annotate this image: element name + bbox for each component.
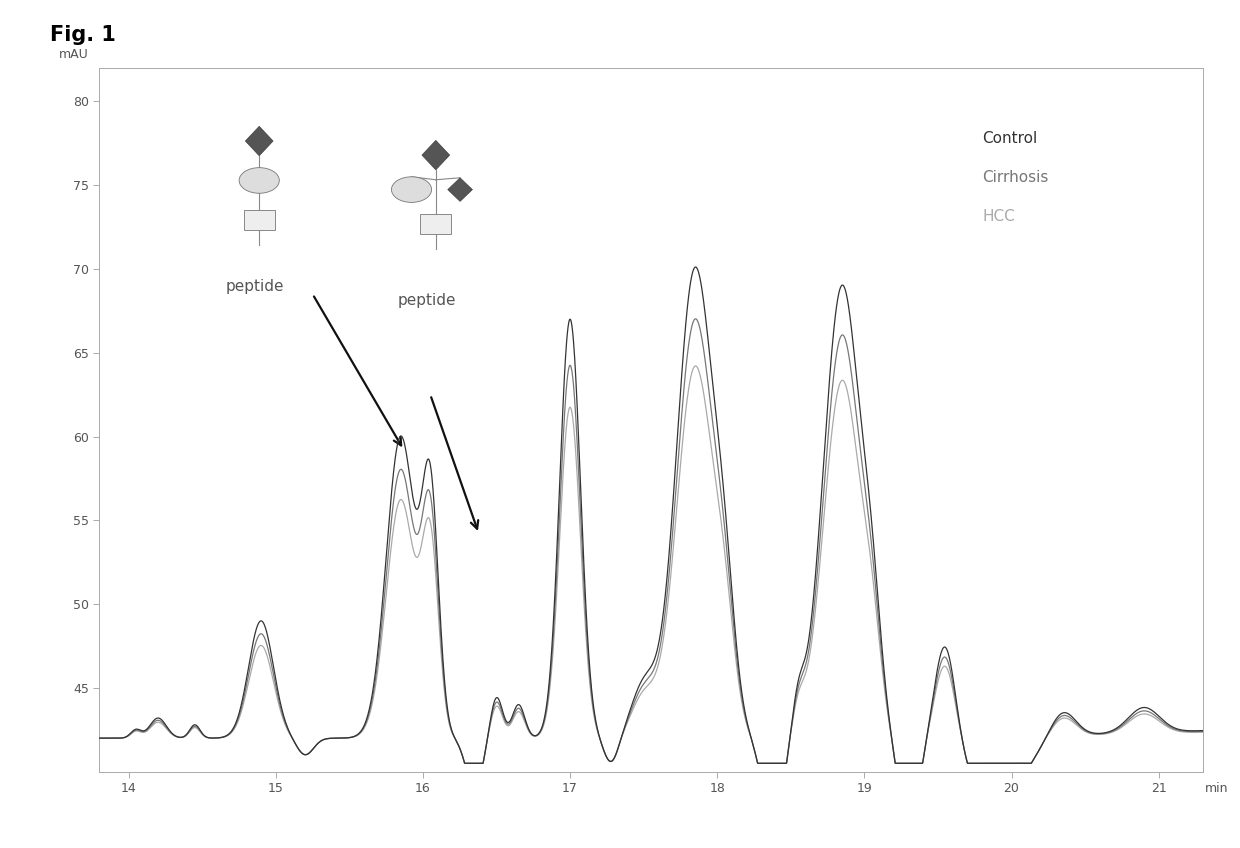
Text: peptide: peptide	[397, 293, 455, 308]
Text: Cirrhosis: Cirrhosis	[982, 170, 1049, 185]
Text: Fig. 1: Fig. 1	[50, 25, 115, 46]
Polygon shape	[422, 140, 450, 170]
Circle shape	[239, 168, 279, 193]
Text: mAU: mAU	[58, 47, 88, 61]
Text: Control: Control	[982, 131, 1038, 146]
Circle shape	[392, 176, 432, 203]
Bar	[244, 210, 275, 230]
Polygon shape	[448, 178, 472, 202]
Bar	[420, 215, 451, 234]
Text: peptide: peptide	[226, 279, 285, 294]
Text: min: min	[1205, 782, 1229, 795]
Text: HCC: HCC	[982, 209, 1014, 224]
Polygon shape	[246, 126, 273, 156]
